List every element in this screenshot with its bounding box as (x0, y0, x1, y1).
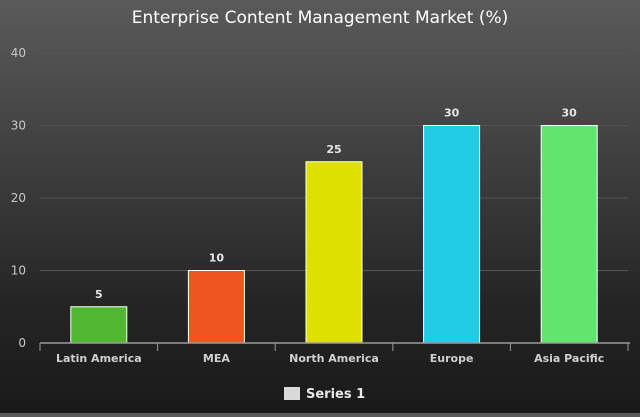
bar[interactable] (70, 306, 128, 344)
data-label: 30 (562, 107, 578, 120)
data-label: 25 (326, 143, 341, 156)
y-tick-label: 40 (11, 46, 26, 60)
x-tick-label: MEA (203, 352, 230, 365)
legend-swatch (284, 387, 300, 400)
y-tick-label: 30 (11, 119, 26, 133)
y-tick-label: 0 (18, 336, 26, 350)
bar[interactable] (540, 125, 598, 344)
bar[interactable] (305, 161, 363, 344)
legend-label: Series 1 (306, 387, 365, 402)
y-tick-label: 20 (11, 191, 26, 205)
data-label: 10 (209, 252, 225, 265)
x-tick-label: Latin America (56, 352, 142, 365)
x-tick-label: Europe (430, 352, 474, 365)
bar[interactable] (187, 270, 245, 344)
legend[interactable]: Series 1 (284, 387, 365, 402)
data-label: 5 (95, 288, 103, 301)
bar[interactable] (423, 125, 481, 344)
y-tick-label: 10 (11, 264, 26, 278)
y-axis-ticks: 0 10 20 30 40 (11, 46, 26, 350)
chart-title: Enterprise Content Management Market (%) (132, 8, 509, 28)
data-label: 30 (444, 107, 460, 120)
x-axis: Latin America MEA North America Europe Asia … (39, 342, 630, 365)
x-tick-label: North America (289, 352, 379, 365)
bars: 5 10 25 30 30 (70, 107, 598, 344)
x-tick-label: Asia Pacific (534, 352, 604, 365)
